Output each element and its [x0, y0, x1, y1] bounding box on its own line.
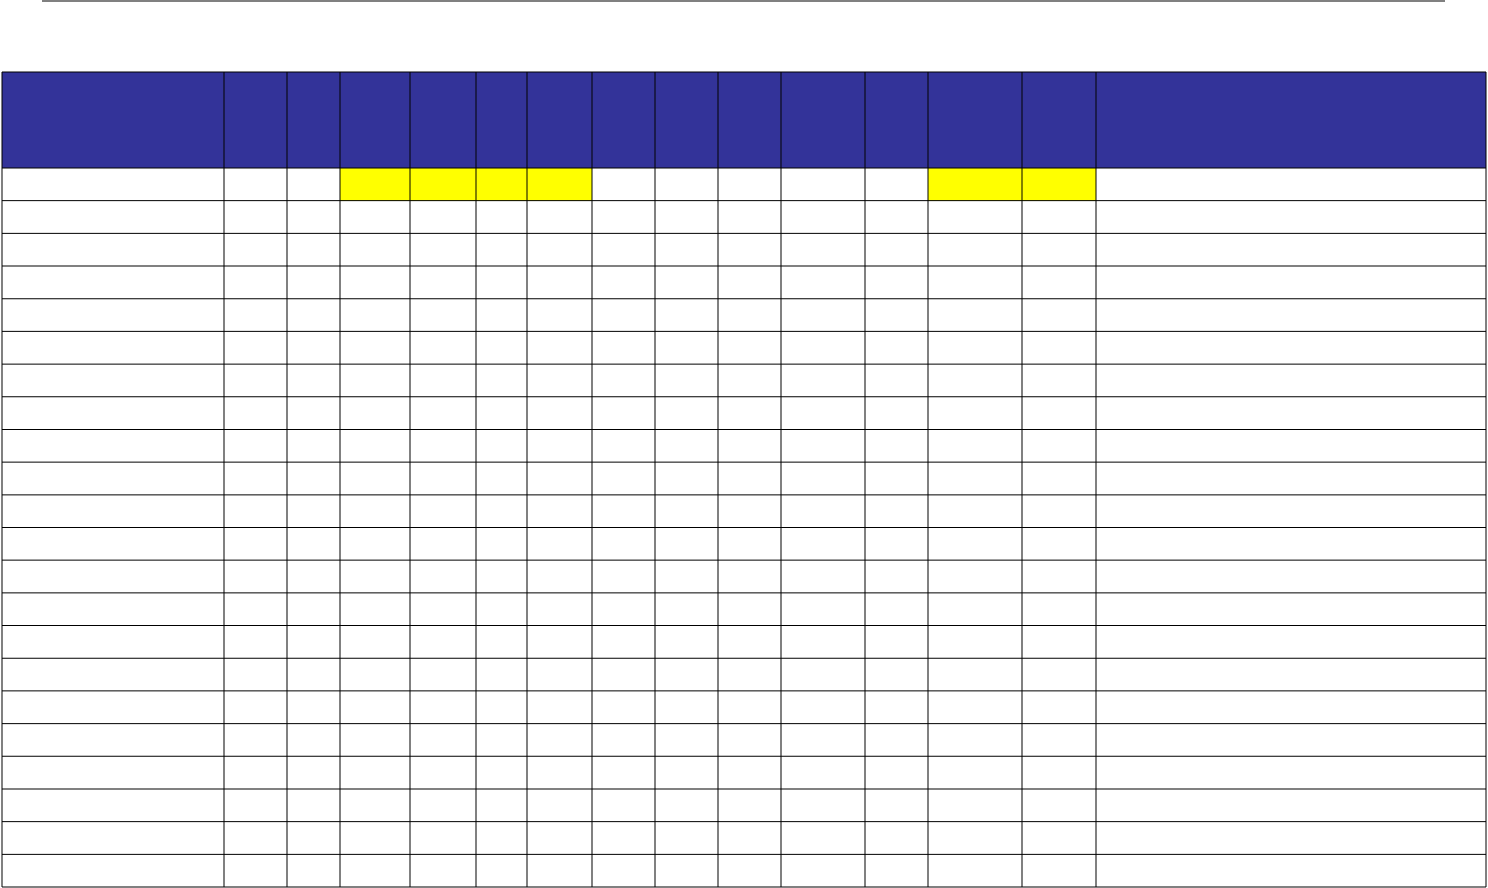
highlight-cell	[340, 168, 410, 201]
highlight-cell	[1022, 168, 1096, 201]
highlight-cell	[928, 168, 1022, 201]
table-header	[2, 72, 1486, 168]
highlight-cell	[410, 168, 476, 201]
highlight-cell	[527, 168, 592, 201]
highlight-cell	[476, 168, 527, 201]
